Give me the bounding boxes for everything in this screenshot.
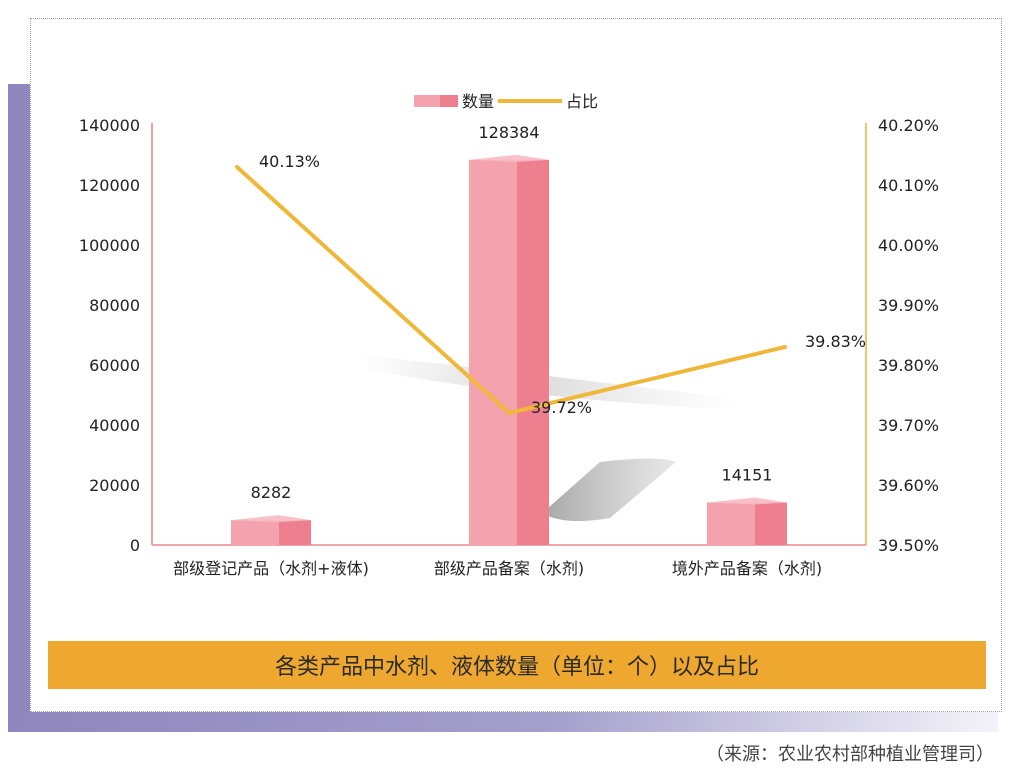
bar-top <box>469 154 549 162</box>
bar-value-label: 8282 <box>251 483 292 502</box>
bar-top <box>707 497 787 505</box>
source-note: （来源：农业农村部种植业管理司） <box>706 744 994 765</box>
bar-top <box>231 515 311 523</box>
legend-bar-swatch-side <box>440 95 458 107</box>
bar-value-label: 14151 <box>722 466 773 485</box>
bar-side <box>517 159 549 545</box>
bar-side <box>279 520 311 545</box>
bar <box>469 154 549 545</box>
right-tick-label: 40.00% <box>878 236 939 255</box>
left-tick-label: 140000 <box>79 116 140 135</box>
bar-front <box>469 159 517 545</box>
bar-front <box>707 502 755 545</box>
right-tick-label: 39.50% <box>878 536 939 555</box>
left-tick-label: 80000 <box>89 296 140 315</box>
right-tick-label: 40.20% <box>878 116 939 135</box>
legend-line-label: 占比 <box>566 92 598 111</box>
left-tick-label: 40000 <box>89 416 140 435</box>
left-tick-label: 0 <box>130 536 140 555</box>
category-label: 部级登记产品（水剂+液体) <box>173 559 369 578</box>
bar-value-label: 128384 <box>478 123 539 142</box>
line-value-label: 39.83% <box>805 332 866 351</box>
bar-front <box>231 520 279 545</box>
bar <box>707 497 787 545</box>
right-tick-label: 39.60% <box>878 476 939 495</box>
left-tick-label: 120000 <box>79 176 140 195</box>
caption-text: 各类产品中水剂、液体数量（单位：个）以及占比 <box>274 655 759 680</box>
line-value-label: 40.13% <box>259 152 320 171</box>
left-tick-label: 100000 <box>79 236 140 255</box>
bar-shadow <box>548 458 676 522</box>
right-tick-label: 40.10% <box>878 176 939 195</box>
bar-side <box>755 502 787 545</box>
chart-caption: 各类产品中水剂、液体数量（单位：个）以及占比 <box>48 641 986 689</box>
right-tick-label: 39.90% <box>878 296 939 315</box>
left-tick-label: 20000 <box>89 476 140 495</box>
legend-bar-label: 数量 <box>462 92 494 111</box>
category-label: 境外产品备案（水剂) <box>672 559 822 578</box>
left-tick-label: 60000 <box>89 356 140 375</box>
line-value-label: 39.72% <box>531 398 592 417</box>
right-tick-label: 39.70% <box>878 416 939 435</box>
right-tick-label: 39.80% <box>878 356 939 375</box>
share-line <box>235 165 787 415</box>
legend-bar-swatch <box>414 95 440 107</box>
bar <box>231 515 311 545</box>
category-label: 部级产品备案（水剂) <box>434 559 584 578</box>
